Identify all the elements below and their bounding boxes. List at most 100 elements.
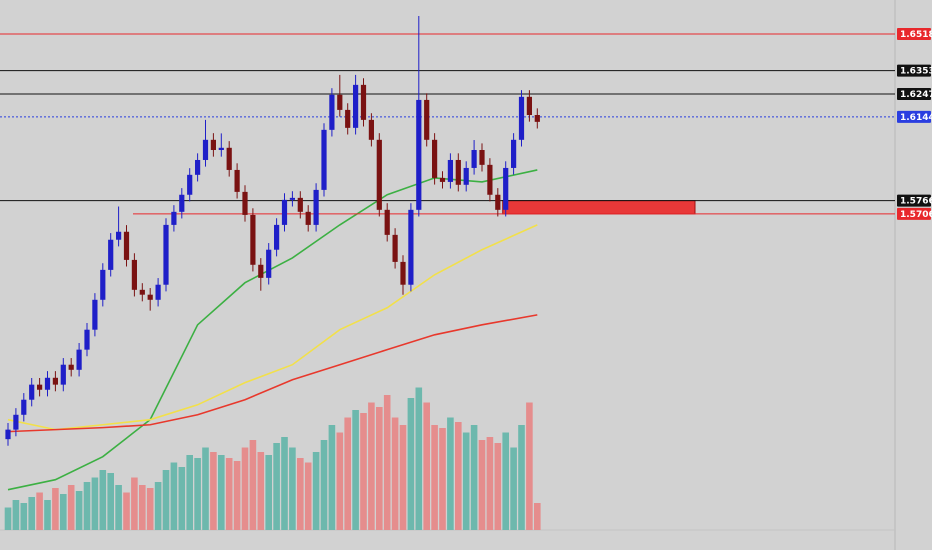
candle-body — [147, 294, 153, 300]
supply-zone — [502, 200, 696, 215]
candle-body — [5, 429, 11, 440]
price-label-box — [897, 194, 931, 207]
candle-body — [44, 377, 51, 390]
volume-bar — [368, 402, 375, 530]
candle-body — [424, 99, 430, 140]
candle-body — [218, 147, 224, 151]
candle-body — [179, 194, 185, 212]
price-label-box — [897, 28, 931, 41]
volume-bar — [486, 437, 494, 530]
candle-body — [100, 269, 106, 300]
candle-body — [266, 249, 272, 278]
candle-body — [360, 84, 367, 120]
volume-bar — [352, 410, 359, 530]
candle-body — [116, 231, 122, 240]
volume-bar — [534, 503, 541, 530]
candle-body — [29, 384, 35, 400]
volume-bar — [241, 447, 249, 530]
volume-bar — [194, 458, 201, 530]
candle-body — [226, 147, 232, 170]
volume-bar — [494, 443, 502, 530]
candle-body — [84, 329, 90, 350]
volume-bar — [99, 470, 107, 530]
volume-bar — [336, 432, 344, 530]
candle-body — [305, 211, 311, 225]
candle-body — [353, 84, 359, 128]
candle-body — [384, 209, 390, 235]
volume-bar — [249, 440, 257, 530]
volume-bar — [210, 452, 217, 530]
volume-bar — [447, 417, 454, 530]
volume-bar — [312, 452, 320, 530]
moving-average — [7, 314, 538, 433]
candle-body — [258, 264, 264, 278]
candle-body — [297, 197, 303, 212]
volume-bar — [526, 402, 533, 530]
candle-body — [52, 377, 58, 385]
volume-bar — [478, 440, 486, 530]
candle-body — [337, 94, 343, 110]
volume-bar — [462, 432, 470, 530]
candle-body — [13, 414, 19, 430]
volume-bar — [186, 455, 193, 530]
candle-body — [416, 99, 422, 210]
volume-bar — [67, 485, 75, 530]
volume-bar — [28, 497, 35, 530]
volume-bar — [146, 488, 154, 530]
candle-body — [281, 199, 288, 225]
volume-bar — [297, 458, 304, 530]
price-label: 1.57668 — [900, 197, 932, 207]
price-label-box — [897, 87, 931, 100]
candle-body — [187, 174, 193, 195]
volume-bar — [162, 470, 170, 530]
volume-bar — [304, 462, 312, 530]
volume-bar — [218, 455, 225, 530]
candle-body — [455, 159, 461, 185]
volume-bar — [360, 413, 367, 530]
volume-bar — [178, 467, 186, 530]
moving-average — [7, 224, 538, 431]
volume-bar — [376, 407, 383, 530]
volume-bar — [415, 387, 423, 530]
volume-bar — [52, 488, 59, 530]
volume-bar — [265, 455, 272, 530]
volume-bar — [233, 461, 241, 530]
volume-bar — [257, 452, 265, 530]
candle-body — [392, 234, 398, 262]
price-label: 1.57067 — [900, 210, 932, 220]
candle-body — [234, 169, 240, 192]
volume-bar — [431, 425, 438, 530]
volume-bar — [44, 500, 51, 530]
volume-bar — [407, 398, 415, 530]
volume-bar — [344, 417, 351, 530]
candle-body — [400, 261, 406, 285]
candle-body — [313, 189, 319, 225]
candle-body — [503, 167, 509, 210]
candle-body — [463, 167, 469, 185]
candle-body — [171, 211, 177, 225]
candle-body — [447, 159, 453, 182]
volume-bar — [289, 447, 296, 530]
candle-body — [21, 399, 27, 415]
candle-body — [195, 159, 201, 175]
volume-bar — [107, 473, 114, 530]
candle-body — [487, 164, 493, 195]
volume-bar — [470, 425, 478, 530]
candle-body — [163, 224, 169, 285]
volume-bar — [281, 437, 288, 530]
volume-bar — [123, 492, 130, 530]
candle-body — [479, 150, 485, 165]
candle-body — [210, 139, 216, 151]
candle-body — [432, 139, 438, 178]
volume-bar — [320, 440, 328, 530]
candle-body — [60, 364, 66, 385]
volume-bar — [131, 477, 138, 530]
candle-body — [518, 96, 525, 140]
candle-body — [37, 384, 43, 390]
price-label: 1.61446 — [900, 113, 932, 123]
volume-bar — [12, 500, 20, 530]
volume-bar — [455, 422, 462, 530]
volume-bar — [225, 458, 233, 530]
